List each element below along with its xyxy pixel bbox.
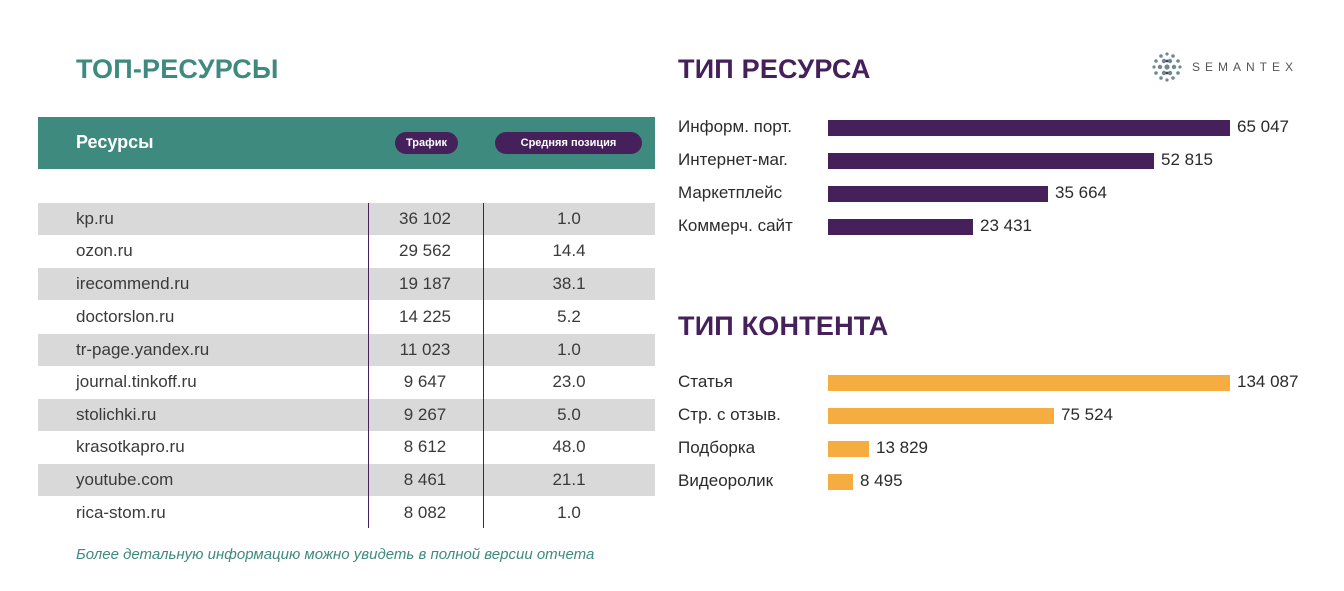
resource-type-chart: Информ. порт. 65 047 Интернет-маг. 52 815 Ма…: [678, 115, 1328, 245]
cell-position: 14.4: [552, 241, 586, 260]
cell-resource: irecommend.ru: [76, 274, 190, 293]
bar-row: Интернет-маг. 52 815: [678, 148, 1328, 174]
cell-traffic: 36 102: [399, 209, 451, 228]
dots-logo-icon: [1152, 52, 1182, 82]
semantex-logo: SEMANTEX: [1150, 50, 1320, 84]
bar-value-label: 52 815: [1161, 150, 1213, 169]
bar-row: Видеоролик 8 495: [678, 469, 1328, 495]
bar: [828, 441, 869, 457]
table-row: kp.ru 36 102 1.0: [38, 203, 655, 235]
cell-position: 5.0: [557, 405, 581, 424]
content-type-title: ТИП КОНТЕНТА: [678, 311, 889, 341]
bar-category-label: Информ. порт.: [678, 117, 793, 136]
footnote: Более детальную информацию можно увидеть…: [76, 546, 595, 563]
header-traffic-pill: Трафик: [395, 132, 458, 154]
cell-position: 1.0: [557, 209, 581, 228]
cell-traffic: 8 461: [403, 470, 447, 489]
cell-traffic: 9 267: [403, 405, 447, 424]
bar-category-label: Маркетплейс: [678, 183, 783, 202]
column-divider: [368, 203, 369, 528]
cell-traffic: 8 082: [403, 503, 447, 522]
cell-position: 23.0: [552, 372, 586, 391]
cell-resource: ozon.ru: [76, 241, 133, 260]
cell-resource: journal.tinkoff.ru: [76, 372, 197, 391]
bar-category-label: Коммерч. сайт: [678, 216, 793, 235]
table-row: krasotkapro.ru 8 612 48.0: [38, 431, 655, 463]
cell-resource: tr-page.yandex.ru: [76, 340, 210, 359]
bar-row: Подборка 13 829: [678, 436, 1328, 462]
header-resources: Ресурсы: [76, 132, 154, 152]
cell-position: 1.0: [557, 340, 581, 359]
bar: [828, 120, 1230, 136]
bar: [828, 375, 1230, 391]
cell-position: 38.1: [552, 274, 586, 293]
bar-row: Коммерч. сайт 23 431: [678, 214, 1328, 240]
bar: [828, 153, 1154, 169]
table-header: Ресурсы Трафик Средняя позиция: [38, 117, 655, 169]
table-row: tr-page.yandex.ru 11 023 1.0: [38, 334, 655, 366]
table-row: ozon.ru 29 562 14.4: [38, 235, 655, 267]
cell-traffic: 9 647: [403, 372, 447, 391]
cell-resource: rica-stom.ru: [76, 503, 166, 522]
cell-resource: doctorslon.ru: [76, 307, 175, 326]
table-row: youtube.com 8 461 21.1: [38, 464, 655, 496]
cell-resource: stolichki.ru: [76, 405, 157, 424]
top-resources-title: ТОП-РЕСУРСЫ: [76, 54, 279, 84]
content-type-chart: Статья 134 087 Стр. с отзыв. 75 524 Подборка…: [678, 370, 1328, 500]
bar-row: Стр. с отзыв. 75 524: [678, 403, 1328, 429]
column-divider: [483, 203, 484, 528]
bar-category-label: Интернет-маг.: [678, 150, 788, 169]
cell-position: 5.2: [557, 307, 581, 326]
cell-resource: youtube.com: [76, 470, 174, 489]
cell-traffic: 29 562: [399, 241, 451, 260]
logo-text: SEMANTEX: [1192, 60, 1299, 74]
cell-traffic: 19 187: [399, 274, 451, 293]
cell-traffic: 8 612: [403, 437, 447, 456]
resource-type-title: ТИП РЕСУРСА: [678, 54, 871, 84]
bar-value-label: 35 664: [1055, 183, 1107, 202]
bar-value-label: 8 495: [860, 471, 903, 490]
bar: [828, 474, 853, 490]
table-row: journal.tinkoff.ru 9 647 23.0: [38, 366, 655, 398]
cell-position: 1.0: [557, 503, 581, 522]
header-position-pill: Средняя позиция: [495, 132, 642, 154]
cell-position: 48.0: [552, 437, 586, 456]
bar-value-label: 65 047: [1237, 117, 1289, 136]
table-row: rica-stom.ru 8 082 1.0: [38, 497, 655, 529]
cell-resource: kp.ru: [76, 209, 114, 228]
bar-category-label: Видеоролик: [678, 471, 774, 490]
table-row: stolichki.ru 9 267 5.0: [38, 399, 655, 431]
bar-value-label: 23 431: [980, 216, 1032, 235]
table-row: irecommend.ru 19 187 38.1: [38, 268, 655, 300]
cell-traffic: 11 023: [399, 340, 451, 359]
bar: [828, 186, 1048, 202]
bar-category-label: Стр. с отзыв.: [678, 405, 781, 424]
bar-value-label: 75 524: [1061, 405, 1113, 424]
bar: [828, 408, 1054, 424]
bar-value-label: 13 829: [876, 438, 928, 457]
bar-row: Информ. порт. 65 047: [678, 115, 1328, 141]
bar-value-label: 134 087: [1237, 372, 1299, 391]
cell-traffic: 14 225: [399, 307, 451, 326]
cell-position: 21.1: [552, 470, 586, 489]
cell-resource: krasotkapro.ru: [76, 437, 185, 456]
bar-category-label: Статья: [678, 372, 733, 391]
bar-row: Маркетплейс 35 664: [678, 181, 1328, 207]
bar: [828, 219, 973, 235]
table-row: doctorslon.ru 14 225 5.2: [38, 301, 655, 333]
bar-row: Статья 134 087: [678, 370, 1328, 396]
bar-category-label: Подборка: [678, 438, 756, 457]
